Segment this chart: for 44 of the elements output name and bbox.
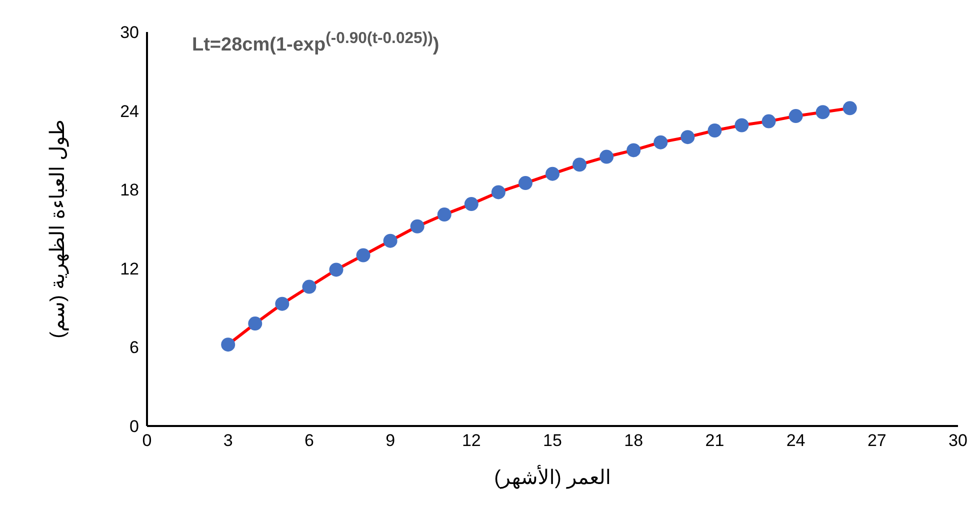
point	[626, 143, 641, 158]
x-tick-label: 15	[543, 431, 562, 450]
point	[518, 176, 532, 190]
x-tick-label: 6	[304, 431, 314, 450]
x-tick-label: 18	[624, 431, 644, 450]
y-tick-label: 12	[120, 259, 139, 278]
x-axis-title: العمر (الأشهر)	[494, 464, 611, 489]
x-tick-label: 12	[462, 431, 481, 450]
x-tick-label: 24	[786, 431, 806, 450]
y-tick-label: 6	[130, 338, 139, 358]
x-tick-label: 30	[948, 431, 968, 450]
point	[464, 197, 478, 212]
annotation: Lt=28cm(1-exp$^{(-0.90(t-0.025))}$)	[192, 30, 440, 56]
point	[680, 130, 695, 144]
y-tick-label: 30	[120, 23, 139, 42]
y-tick-label: 18	[120, 180, 139, 200]
point	[654, 135, 668, 150]
point	[491, 185, 506, 200]
x-tick-label: 27	[867, 431, 886, 450]
y-axis-title: طول العباءة الظهرية (سم)	[47, 120, 70, 338]
point	[546, 166, 560, 181]
point	[734, 118, 749, 132]
point	[708, 124, 722, 138]
point	[762, 114, 776, 128]
point	[248, 316, 262, 331]
point	[437, 208, 452, 222]
point	[356, 248, 370, 262]
y-tick-label: 0	[130, 417, 139, 436]
x-tick-label: 9	[386, 431, 396, 450]
point	[816, 105, 830, 120]
x-tick-label: 3	[223, 431, 233, 450]
point	[572, 158, 587, 172]
point	[275, 296, 290, 311]
x-tick-label: 0	[142, 431, 152, 450]
point	[788, 109, 803, 124]
point	[842, 101, 857, 116]
point	[383, 234, 398, 248]
point	[329, 262, 344, 277]
point	[410, 219, 424, 234]
x-tick-label: 21	[705, 431, 724, 450]
point	[302, 280, 316, 294]
point	[600, 150, 614, 164]
point	[221, 338, 236, 352]
y-tick-label: 24	[120, 102, 139, 121]
